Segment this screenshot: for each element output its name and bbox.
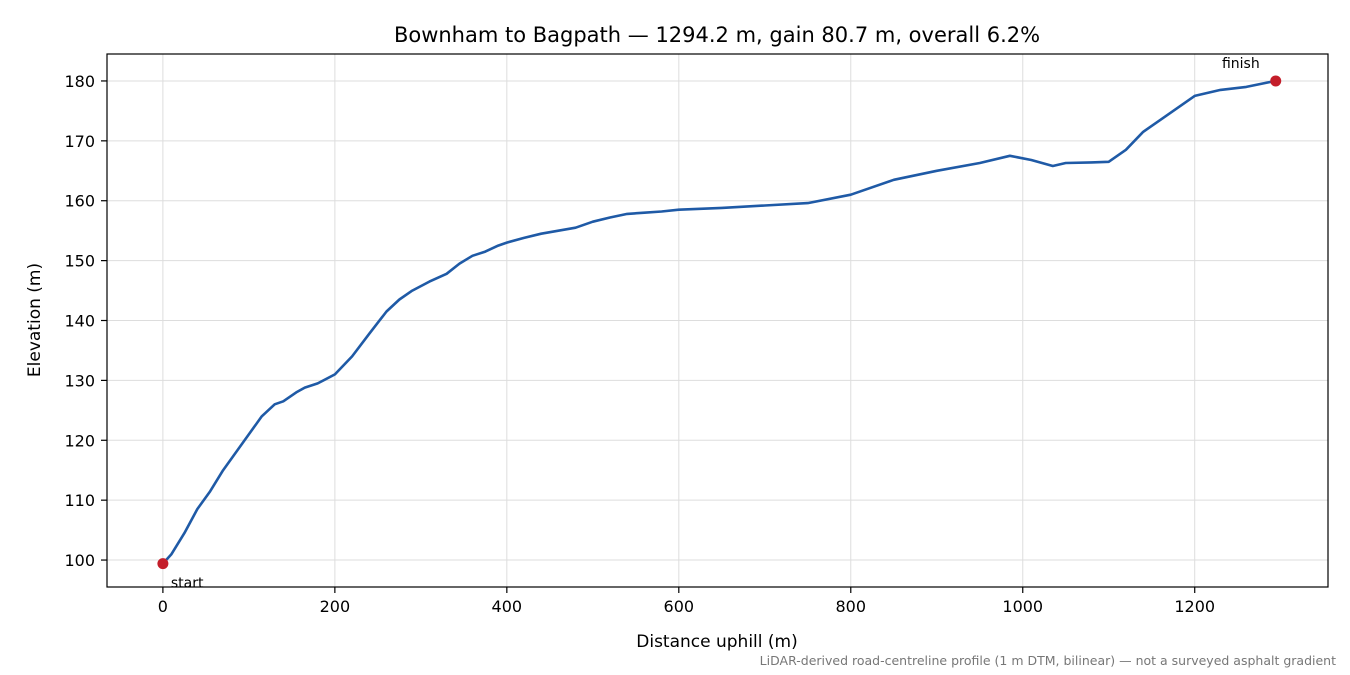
- y-tick-label: 160: [64, 192, 95, 211]
- y-tick-label: 150: [64, 252, 95, 271]
- x-tick-label: 1200: [1174, 597, 1215, 616]
- x-axis-label: Distance uphill (m): [636, 632, 797, 652]
- x-tick-label: 600: [664, 597, 695, 616]
- chart-title: Bownham to Bagpath — 1294.2 m, gain 80.7…: [394, 23, 1040, 47]
- y-tick-label: 130: [64, 371, 95, 390]
- footnote: LiDAR-derived road-centreline profile (1…: [760, 653, 1336, 668]
- plot-area: start finish: [157, 56, 1282, 592]
- y-tick-label: 110: [64, 491, 95, 510]
- start-marker: [157, 558, 169, 570]
- start-label: start: [171, 576, 204, 592]
- elevation-line: [161, 79, 1276, 565]
- y-axis-label: Elevation (m): [25, 263, 45, 377]
- y-tick-label: 170: [64, 132, 95, 151]
- axis-ticks: 0 200 400 600 800 1000 1200 100 110 120 130 140 150 1…: [64, 72, 1215, 616]
- finish-label: finish: [1222, 56, 1260, 72]
- y-tick-label: 140: [64, 312, 95, 331]
- grid-lines: [107, 54, 1328, 587]
- y-tick-label: 180: [64, 72, 95, 91]
- y-tick-label: 100: [64, 551, 95, 570]
- x-tick-label: 400: [492, 597, 523, 616]
- y-tick-label: 120: [64, 431, 95, 450]
- finish-marker: [1270, 75, 1282, 87]
- x-tick-label: 200: [320, 597, 351, 616]
- x-tick-label: 0: [158, 597, 168, 616]
- x-tick-label: 1000: [1002, 597, 1043, 616]
- x-tick-label: 800: [836, 597, 867, 616]
